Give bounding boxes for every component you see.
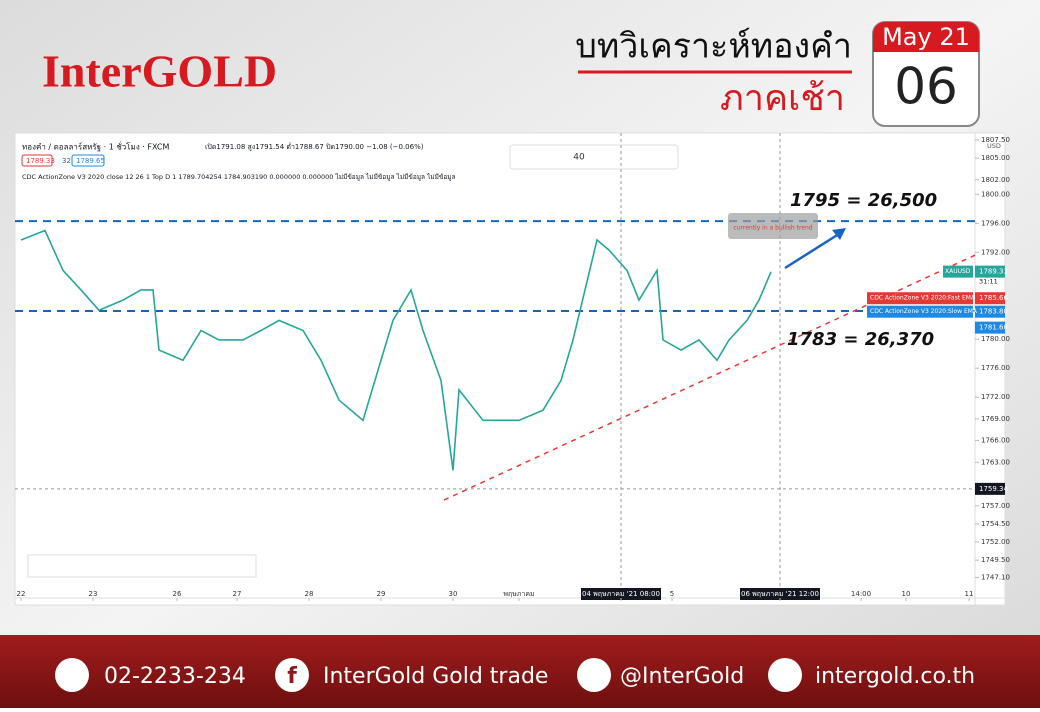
x-tick-label: 11 <box>965 590 974 598</box>
x-tick-label: 5 <box>670 590 674 598</box>
brand: InterGOLD <box>42 46 277 97</box>
website: intergold.co.th <box>815 664 975 689</box>
x-tick-label: 04 พฤษภาคม '21 08:00 <box>582 590 660 598</box>
y-tick-label: 1802.00 <box>981 176 1010 184</box>
price-tag <box>975 482 1005 495</box>
day: 06 <box>894 58 958 116</box>
currency: USD <box>987 142 1001 150</box>
x-tick-label: 26 <box>173 590 182 598</box>
facebook-glyph: f <box>287 664 297 689</box>
facebook: InterGold Gold trade <box>323 664 548 689</box>
price-tag <box>975 292 1005 305</box>
annotation: 1783 = 26,370 <box>787 329 934 350</box>
y-tick-label: 1776.00 <box>981 364 1010 372</box>
facebook-icon <box>275 658 309 692</box>
subtitle: ภาคเช้า <box>720 78 845 119</box>
x-tick-highlight <box>740 588 820 600</box>
price-tag-label: 1785.66 <box>979 294 1008 302</box>
annotation: 1795 = 26,500 <box>790 190 937 211</box>
price-tag-label: 1759.34 <box>979 485 1008 493</box>
tag-name-box <box>943 265 973 278</box>
trendline <box>443 254 976 501</box>
y-tick-label: 1772.00 <box>981 393 1010 401</box>
ohlc: เปิด1791.08 สูง1791.54 ต่ำ1788.67 ปิด179… <box>205 142 424 151</box>
tag-name: CDC ActionZone V3 2020:Fast EMA <box>870 295 976 302</box>
quote-box <box>21 154 53 167</box>
tag-name: XAUUSD <box>945 268 971 275</box>
price-tag <box>975 305 1005 318</box>
arrow-head <box>832 228 846 240</box>
web-icon <box>768 658 802 692</box>
x-tick-label: พฤษภาคม <box>503 590 534 598</box>
price-line <box>20 229 772 471</box>
price-tag <box>975 265 1005 278</box>
y-tick-label: 1792.00 <box>981 248 1010 256</box>
x-tick-label: 10 <box>902 590 911 598</box>
price-tag <box>975 321 1005 334</box>
y-tick-label: 1800.00 <box>981 190 1010 198</box>
arrow <box>784 230 843 270</box>
quote-ask: 1789.65 <box>76 157 105 165</box>
x-tick-label: 27 <box>233 590 242 598</box>
y-tick-label: 1754.50 <box>981 520 1010 528</box>
legend-box <box>27 554 257 578</box>
line-id: @InterGold <box>620 664 744 689</box>
y-tick-label: 1766.00 <box>981 437 1010 445</box>
tag-name: CDC ActionZone V3 2020:Slow EMA <box>870 308 978 315</box>
price-tag-label: 1781.60 <box>979 324 1008 332</box>
quote-spread: 32 <box>62 157 71 165</box>
phone-icon <box>55 658 89 692</box>
y-tick-label: 1747.10 <box>981 574 1010 582</box>
price-tag-label: 1783.80 <box>979 308 1008 316</box>
x-tick-label: 06 พฤษภาคม '21 12:00 <box>741 590 819 598</box>
toolbar-value: 40 <box>573 153 585 163</box>
bubble <box>728 213 818 239</box>
y-tick-label: 1805.00 <box>981 154 1010 162</box>
x-tick-highlight <box>581 588 661 600</box>
footer <box>0 635 1040 708</box>
x-tick-label: 23 <box>89 590 98 598</box>
indicator: CDC ActionZone V3 2020 close 12 26 1 Top… <box>22 173 456 181</box>
countdown: 31:11 <box>979 278 998 286</box>
quote-bid: 1789.33 <box>26 157 55 165</box>
y-tick-label: 1769.00 <box>981 415 1010 423</box>
month: May 21 <box>882 23 970 51</box>
chart-panel <box>14 132 1006 606</box>
quote-box <box>71 154 105 167</box>
line-icon <box>577 658 611 692</box>
y-tick-label: 1749.50 <box>981 556 1010 564</box>
phone: 02-2233-234 <box>104 664 246 689</box>
calendar-top <box>873 22 979 52</box>
x-tick-label: 28 <box>305 590 314 598</box>
y-tick-label: 1752.00 <box>981 538 1010 546</box>
y-tick-label: 1807.50 <box>981 136 1010 144</box>
x-tick-label: 14:00 <box>851 590 871 598</box>
x-tick-label: 30 <box>449 590 458 598</box>
y-tick-label: 1757.00 <box>981 502 1010 510</box>
title: บทวิเคราะห์ทองคำ <box>575 27 852 67</box>
x-tick-label: 29 <box>377 590 386 598</box>
chart-title: ทองคำ / ดอลลาร์สหรัฐ · 1 ชั่วโมง · FXCM <box>22 141 169 152</box>
y-tick-label: 1796.00 <box>981 219 1010 227</box>
tag-name-box <box>867 292 973 305</box>
annotation: currently in a bullish trend <box>733 225 812 232</box>
x-tick-label: 22 <box>17 590 26 598</box>
y-tick-label: 1780.00 <box>981 335 1010 343</box>
price-tag-label: 1789.33 <box>979 268 1008 276</box>
toolbar <box>509 144 679 170</box>
y-tick-label: 1763.00 <box>981 458 1010 466</box>
tag-name-box <box>867 305 973 318</box>
